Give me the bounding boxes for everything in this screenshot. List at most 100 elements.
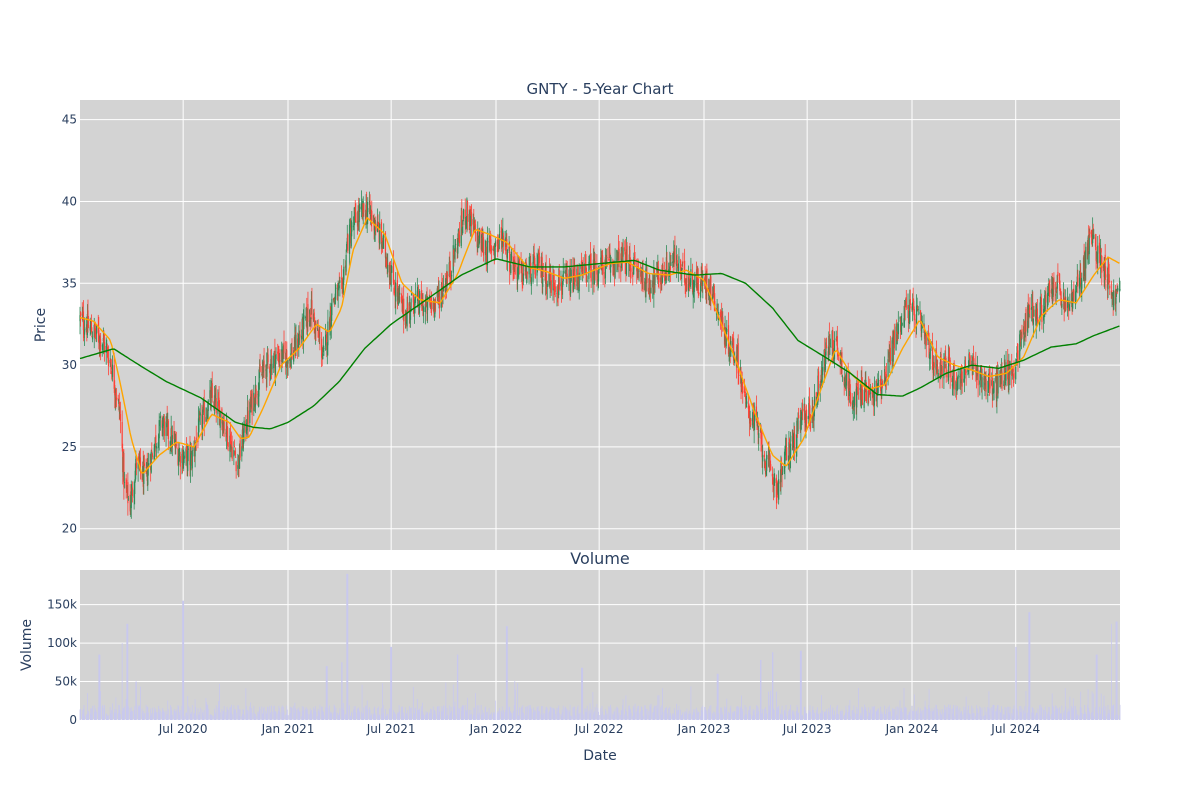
candle-body bbox=[462, 209, 465, 219]
candle-body bbox=[514, 256, 516, 267]
candle-body bbox=[896, 334, 898, 344]
candle-body bbox=[423, 307, 425, 312]
candle-body bbox=[441, 284, 443, 289]
candle-body bbox=[266, 353, 268, 377]
candle-body bbox=[1001, 371, 1003, 389]
candle-body bbox=[576, 272, 579, 287]
candle-body bbox=[302, 316, 304, 342]
x-axis-title: Date bbox=[583, 748, 616, 764]
candle-body bbox=[1045, 294, 1047, 303]
candle-body bbox=[1111, 293, 1114, 297]
candle-body bbox=[197, 418, 200, 438]
candle-body bbox=[688, 273, 690, 284]
candle-body bbox=[849, 391, 852, 404]
candle-body bbox=[800, 416, 803, 420]
candle-body bbox=[819, 383, 821, 392]
candle-body bbox=[588, 259, 591, 264]
price-tick-label: 20 bbox=[62, 522, 77, 536]
candle-body bbox=[90, 320, 92, 333]
volume-tick-label: 50k bbox=[55, 675, 77, 689]
candle-body bbox=[753, 422, 755, 431]
candle-body bbox=[454, 245, 456, 260]
candle-body bbox=[127, 482, 129, 504]
candle-body bbox=[470, 212, 473, 227]
candle-body bbox=[736, 355, 738, 362]
candle-body bbox=[118, 401, 120, 412]
candle-body bbox=[159, 416, 161, 419]
candle-body bbox=[227, 442, 229, 448]
candle-body bbox=[147, 463, 149, 466]
candle-body bbox=[194, 448, 196, 457]
candle-body bbox=[355, 212, 357, 223]
candle-body bbox=[681, 264, 683, 266]
candle-body bbox=[409, 310, 412, 320]
x-tick-label: Jul 2023 bbox=[782, 722, 832, 736]
candle-body bbox=[972, 355, 975, 360]
candle-body bbox=[837, 350, 839, 352]
candle-body bbox=[431, 302, 433, 310]
candle-body bbox=[584, 263, 586, 275]
candle-body bbox=[1025, 308, 1027, 332]
candle-body bbox=[584, 259, 587, 264]
x-tick-label: Jul 2021 bbox=[366, 722, 416, 736]
candle-body bbox=[564, 271, 566, 274]
candle-body bbox=[772, 481, 775, 491]
candle-body bbox=[741, 382, 743, 390]
candle-body bbox=[510, 251, 512, 261]
candle-body bbox=[230, 441, 233, 446]
candle-body bbox=[715, 312, 718, 315]
candle-body bbox=[498, 236, 500, 245]
candle-body bbox=[1072, 297, 1074, 309]
candle-body bbox=[485, 246, 487, 261]
candle-body bbox=[1109, 285, 1111, 289]
candle-body bbox=[263, 360, 265, 368]
candle-body bbox=[319, 337, 321, 339]
candle-body bbox=[590, 264, 592, 282]
candle-body bbox=[473, 226, 475, 230]
candle-body bbox=[517, 268, 519, 281]
candle-body bbox=[335, 287, 337, 289]
candle-body bbox=[728, 355, 730, 357]
candle-body bbox=[247, 410, 249, 425]
candle-body bbox=[1107, 266, 1109, 290]
candle-body bbox=[997, 376, 999, 394]
candle-body bbox=[602, 264, 604, 275]
candle-body bbox=[385, 256, 387, 259]
candle-body bbox=[275, 354, 277, 359]
candle-body bbox=[534, 265, 536, 278]
candle-body bbox=[1094, 237, 1097, 247]
candle-body bbox=[928, 337, 930, 358]
candle-body bbox=[1009, 361, 1011, 375]
candle-body bbox=[177, 447, 179, 465]
candle-body bbox=[913, 309, 915, 321]
candle-body bbox=[698, 293, 700, 295]
candle-body bbox=[221, 421, 224, 427]
candle-body bbox=[805, 409, 808, 424]
candle-body bbox=[85, 327, 87, 331]
candle-body bbox=[857, 388, 859, 392]
candle-body bbox=[450, 274, 452, 280]
candle-body bbox=[506, 249, 508, 259]
candle-body bbox=[501, 236, 503, 248]
candle-body bbox=[948, 354, 950, 360]
candle-body bbox=[1039, 318, 1041, 326]
candle-body bbox=[905, 297, 907, 308]
price-tick-label: 40 bbox=[62, 194, 77, 208]
candle-body bbox=[901, 323, 903, 325]
candle-body bbox=[645, 269, 648, 271]
candle-body bbox=[560, 282, 563, 291]
candle-body bbox=[817, 371, 820, 388]
candle-body bbox=[490, 239, 492, 244]
candle-body bbox=[779, 481, 781, 484]
candle-body bbox=[121, 421, 123, 448]
candle-body bbox=[1000, 369, 1003, 372]
candle-body bbox=[817, 375, 819, 403]
candle-body bbox=[696, 278, 698, 289]
candle-body bbox=[593, 259, 596, 284]
candle-body bbox=[604, 257, 607, 279]
candle-body bbox=[518, 256, 520, 265]
candle-body bbox=[738, 375, 740, 376]
candle-body bbox=[269, 370, 271, 372]
candle-body bbox=[137, 459, 139, 469]
candle-body bbox=[664, 272, 666, 281]
